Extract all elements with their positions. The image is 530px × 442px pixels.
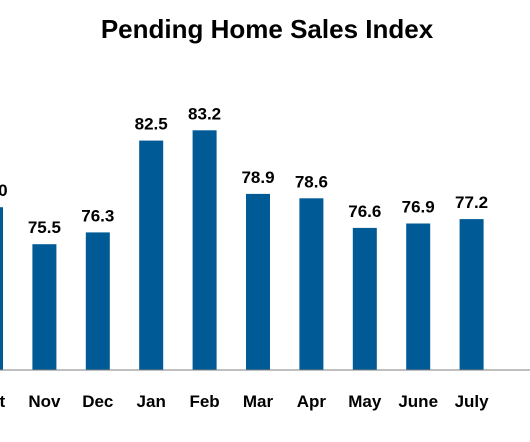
x-tick-label-july: July	[455, 392, 490, 411]
bar-june	[406, 223, 431, 370]
bar-july	[459, 219, 484, 370]
bar-dec	[85, 232, 110, 370]
bar-apr	[299, 198, 324, 370]
value-label-june: 76.9	[402, 198, 435, 217]
value-label-nov: 75.5	[28, 218, 61, 237]
value-label-feb: 83.2	[188, 104, 221, 123]
bar-nov	[32, 244, 57, 370]
x-tick-labels: Oct Nov Dec Jan Feb Mar Apr May June July	[0, 392, 489, 411]
bar-oct	[0, 207, 3, 370]
x-tick-label-nov: Nov	[28, 392, 61, 411]
value-label-apr: 78.6	[295, 172, 328, 191]
value-label-oct: 78.0	[0, 181, 8, 200]
chart-title: Pending Home Sales Index	[101, 14, 434, 44]
value-label-dec: 76.3	[81, 206, 114, 225]
value-label-jan: 82.5	[135, 115, 168, 134]
value-label-mar: 78.9	[241, 168, 274, 187]
x-tick-label-june: June	[398, 392, 438, 411]
x-tick-label-dec: Dec	[82, 392, 113, 411]
x-tick-label-mar: Mar	[243, 392, 274, 411]
bar-mar	[246, 193, 270, 370]
value-labels: 78.0 75.5 76.3 82.5 83.2 78.9 78.6 76.6 76.9 77.2	[0, 104, 488, 237]
bar-may	[352, 227, 377, 370]
value-label-may: 76.6	[348, 202, 381, 221]
x-tick-label-oct: Oct	[0, 392, 6, 411]
x-tick-label-jan: Jan	[137, 392, 166, 411]
bar-jan	[139, 140, 164, 370]
x-tick-label-may: May	[348, 392, 382, 411]
x-tick-label-apr: Apr	[297, 392, 327, 411]
bars	[0, 130, 484, 370]
x-tick-label-feb: Feb	[189, 392, 219, 411]
bar-feb	[192, 130, 217, 370]
value-label-july: 77.2	[455, 193, 488, 212]
